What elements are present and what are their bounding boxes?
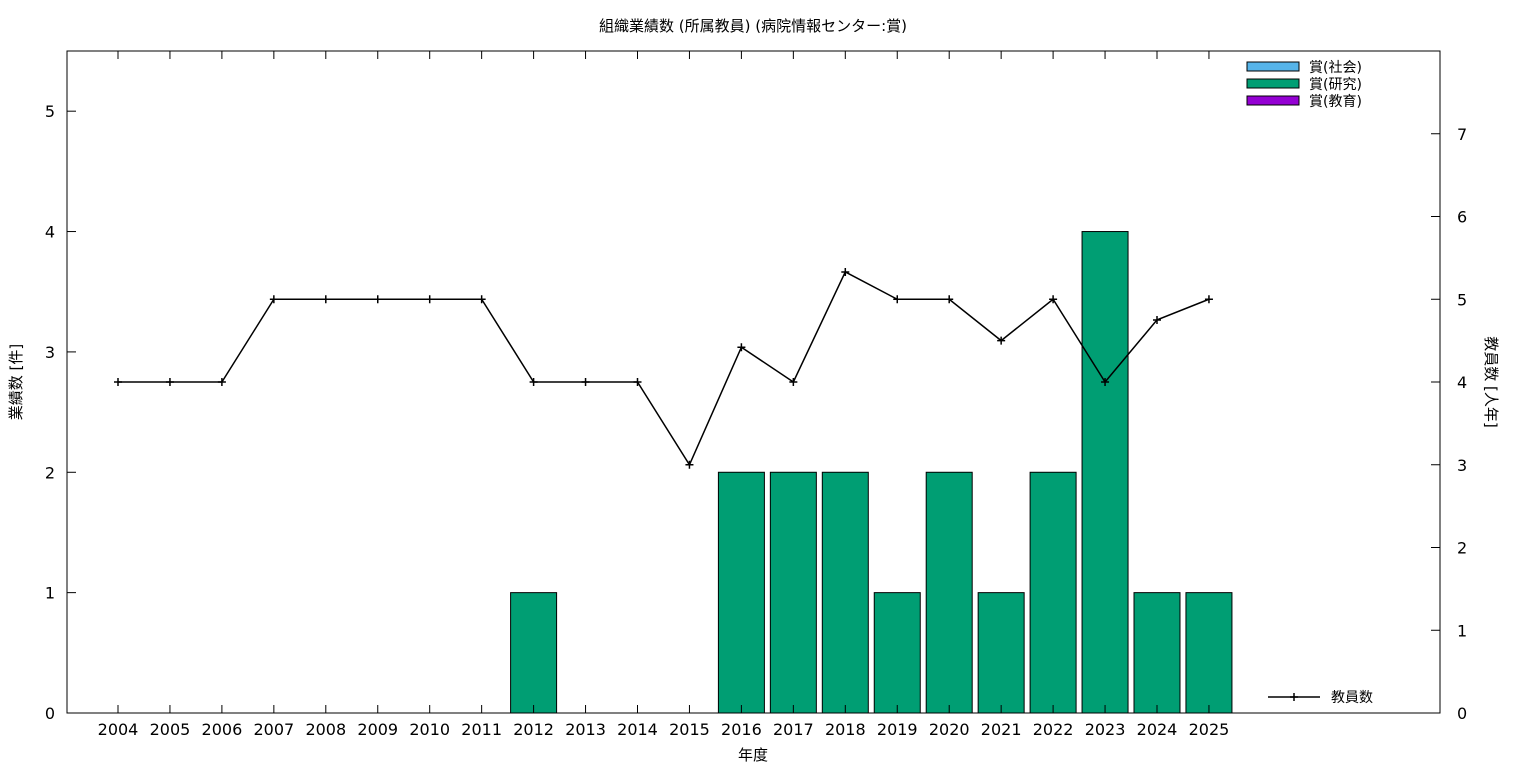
x-tick-label-2021: 2021 — [981, 720, 1022, 739]
x-axis-label: 年度 — [738, 746, 768, 764]
x-tick-label-2005: 2005 — [150, 720, 191, 739]
y-tick-label-3: 3 — [45, 343, 55, 362]
bar-1-2021 — [977, 592, 1025, 714]
y-tick-label-5: 5 — [45, 102, 55, 121]
x-tick-label-2015: 2015 — [669, 720, 710, 739]
y-tick-label-1: 1 — [45, 584, 55, 603]
chart-title: 組織業績数 (所属教員) (病院情報センター:賞) — [599, 17, 907, 35]
line-point-2023 — [1101, 378, 1110, 386]
line-point-2011 — [477, 295, 486, 304]
line-point-2016 — [737, 343, 746, 352]
line-point-2024 — [1153, 315, 1161, 324]
line-group — [114, 267, 1213, 469]
line-point-2021 — [997, 336, 1006, 345]
legend-swatch-0 — [1246, 61, 1300, 72]
line-point-2007 — [269, 295, 278, 304]
x-tick-label-2011: 2011 — [461, 720, 502, 739]
x-tick-label-2024: 2024 — [1137, 720, 1178, 739]
y-tick-label-0: 0 — [45, 704, 55, 723]
legend-swatch-2 — [1246, 95, 1300, 106]
x-tick-label-2013: 2013 — [565, 720, 606, 739]
line-point-2015 — [685, 460, 694, 469]
line-point-2018 — [841, 267, 850, 276]
y-tick-label-2: 2 — [45, 463, 55, 482]
legend-line-label: 教員数 — [1331, 690, 1373, 706]
line-point-2022 — [1049, 295, 1058, 304]
y-axis-label: 業績数 [件] — [7, 344, 25, 420]
line-point-2017 — [789, 378, 798, 386]
x-tick-label-2022: 2022 — [1033, 720, 1074, 739]
bar-1-2025 — [1185, 592, 1233, 714]
bar-1-2017 — [769, 471, 817, 714]
legend-label-0: 賞(社会) — [1309, 60, 1362, 76]
bar-1-2024 — [1133, 592, 1181, 714]
legend-label-2: 賞(教育) — [1309, 94, 1362, 110]
x-tick-label-2010: 2010 — [409, 720, 450, 739]
bar-1-2020 — [925, 471, 973, 714]
x-tick-label-2018: 2018 — [825, 720, 866, 739]
x-tick-label-2004: 2004 — [98, 720, 139, 739]
y2-tick-label-4: 4 — [1457, 373, 1467, 392]
x-tick-label-2025: 2025 — [1189, 720, 1230, 739]
x-tick-label-2014: 2014 — [617, 720, 658, 739]
line-point-2012 — [529, 378, 538, 386]
line-point-2019 — [893, 295, 902, 304]
line-point-2010 — [425, 295, 434, 304]
y2-axis-label: 教員数 [人年] — [1482, 336, 1500, 427]
legend-swatch-1 — [1246, 78, 1300, 89]
line-series — [118, 270, 1210, 467]
bar-1-2019 — [873, 592, 921, 714]
y2-tick-label-5: 5 — [1457, 290, 1467, 309]
legend-label-1: 賞(研究) — [1309, 77, 1362, 93]
x-tick-label-2006: 2006 — [202, 720, 243, 739]
x-tick-label-2017: 2017 — [773, 720, 814, 739]
bar-1-2018 — [821, 471, 869, 714]
legend-line-marker — [1290, 693, 1298, 701]
line-point-2005 — [165, 378, 174, 386]
line-point-2009 — [373, 295, 382, 304]
line-point-2006 — [217, 378, 226, 386]
y2-tick-label-0: 0 — [1457, 704, 1467, 723]
y2-tick-label-7: 7 — [1457, 125, 1467, 144]
line-point-2014 — [633, 378, 642, 386]
y2-tick-label-6: 6 — [1457, 208, 1467, 227]
bar-1-2016 — [717, 471, 765, 714]
bar-1-2012 — [510, 592, 558, 714]
x-tick-label-2019: 2019 — [877, 720, 918, 739]
bar-1-2023 — [1081, 231, 1129, 714]
y2-tick-label-2: 2 — [1457, 539, 1467, 558]
x-tick-label-2016: 2016 — [721, 720, 762, 739]
x-tick-label-2012: 2012 — [513, 720, 554, 739]
bar-1-2022 — [1029, 471, 1077, 714]
line-point-2020 — [945, 295, 954, 304]
line-point-2008 — [321, 295, 330, 304]
y-tick-label-4: 4 — [45, 223, 55, 242]
x-tick-label-2023: 2023 — [1085, 720, 1126, 739]
x-tick-label-2009: 2009 — [357, 720, 398, 739]
line-point-2013 — [581, 378, 590, 386]
x-tick-label-2020: 2020 — [929, 720, 970, 739]
line-point-2004 — [114, 378, 122, 386]
line-point-2025 — [1204, 295, 1213, 304]
y2-tick-label-3: 3 — [1457, 456, 1467, 475]
x-tick-label-2008: 2008 — [305, 720, 346, 739]
bars-group — [510, 231, 1233, 714]
legend: 賞(社会)賞(研究)賞(教育) 教員数 — [1246, 60, 1373, 706]
y2-tick-label-1: 1 — [1457, 621, 1467, 640]
axes-group: 0 1 2 3 4 5 0 1 2 3 4 5 6 7 2004 2005 2006 2007 2008 2009 20… — [45, 50, 1467, 739]
x-tick-label-2007: 2007 — [253, 720, 294, 739]
